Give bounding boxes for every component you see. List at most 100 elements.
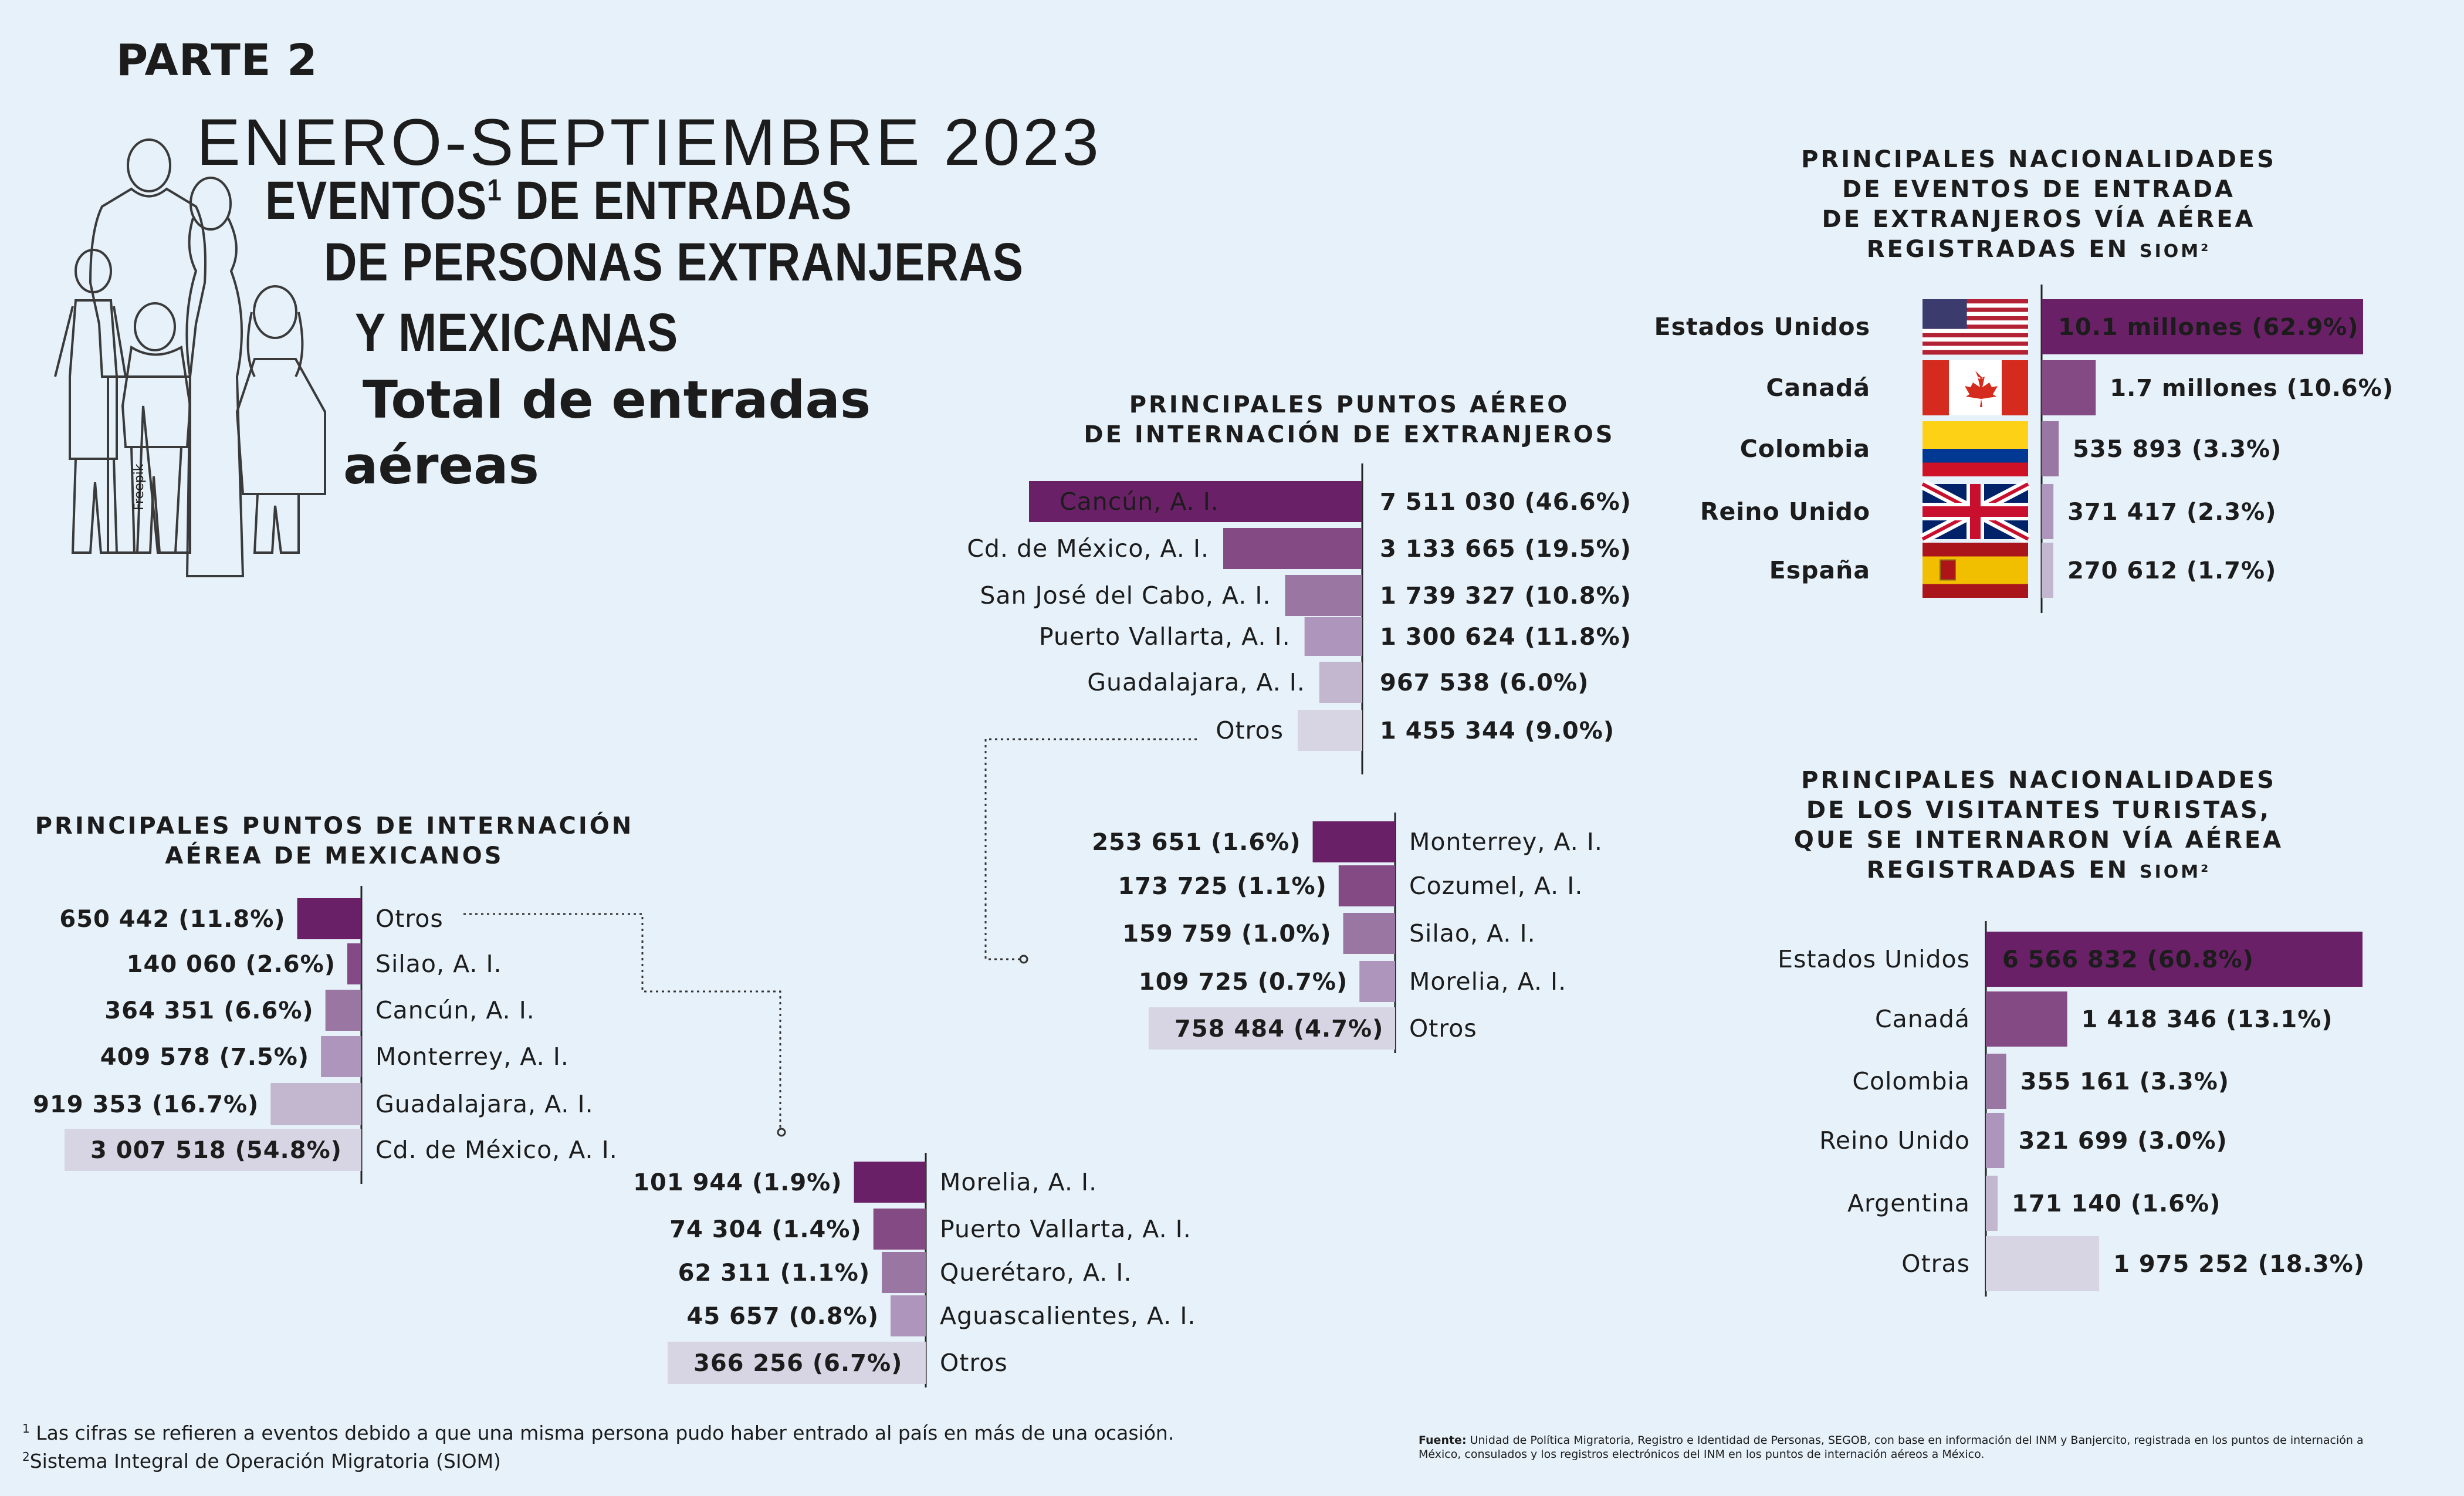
period-title: ENERO-SEPTIEMBRE 2023 bbox=[197, 106, 1102, 179]
nationalities-entries-category-label: Reino Unido bbox=[1700, 497, 1870, 526]
title-rest: DE ENTRADAS bbox=[502, 171, 852, 231]
main-title-line-2: DE PERSONAS EXTRANJERAS bbox=[324, 232, 1024, 292]
nationalities-tourists-title-line: REGISTRADAS EN SIOM² bbox=[1731, 855, 2347, 887]
boy-left-figure bbox=[54, 249, 127, 554]
nationalities-tourists-title-line: PRINCIPALES NACIONALIDADES bbox=[1801, 767, 2276, 794]
nationalities-entries-bar bbox=[2042, 360, 2096, 415]
nationalities-entries-value-label: 270 612 (1.7%) bbox=[2067, 557, 2276, 584]
foreign-airports-others-bar bbox=[1312, 821, 1395, 862]
footnote-2-text: Sistema Integral de Operación Migratoria… bbox=[29, 1450, 501, 1473]
mexican-airports-bar bbox=[321, 1036, 361, 1077]
foreign-others-connector bbox=[984, 738, 1197, 960]
maple-leaf-icon bbox=[1965, 371, 1998, 407]
nationalities-entries-title-line: REGISTRADAS EN SIOM² bbox=[1731, 235, 2347, 266]
spain-yellow bbox=[1923, 556, 2028, 584]
mexican-airports-others-bar bbox=[882, 1252, 926, 1293]
colombia-flag bbox=[1923, 421, 2028, 476]
main-title-line-1: EVENTOS1 DE ENTRADAS bbox=[265, 170, 852, 232]
nationalities-entries-value-label: 1.7 millones (10.6%) bbox=[2110, 375, 2394, 402]
nationalities-tourists-value-label: 6 566 832 (60.8%) bbox=[2002, 946, 2254, 973]
mexican-airports-bar bbox=[65, 1129, 361, 1171]
foreign-airports-bar bbox=[1285, 575, 1362, 616]
source-label: Fuente: bbox=[1419, 1434, 1467, 1447]
mexican-airports-others-category-label: Querétaro, A. I. bbox=[940, 1258, 1132, 1287]
foreign-airports-title: PRINCIPALES PUNTOS AÉREO DE INTERNACIÓN … bbox=[939, 390, 1760, 450]
foreign-airports-others-bar bbox=[1338, 865, 1395, 906]
title-footnote-mark: 1 bbox=[487, 173, 502, 208]
nationalities-entries-category-label: España bbox=[1769, 556, 1870, 584]
mexican-airports-others-value-label: 101 944 (1.9%) bbox=[633, 1169, 842, 1196]
nationalities-tourists-value-label: 171 140 (1.6%) bbox=[2012, 1190, 2221, 1217]
connector-end-dot bbox=[777, 1128, 786, 1137]
foreign-airports-value-label: 1 455 344 (9.0%) bbox=[1380, 717, 1615, 744]
colombia-red bbox=[1923, 462, 2028, 476]
nationalities-entries-value-label: 535 893 (3.3%) bbox=[2073, 436, 2282, 463]
usa-stripe bbox=[1923, 333, 2028, 338]
uk-cross-red bbox=[1923, 506, 2028, 517]
foreign-airports-others-category-label: Morelia, A. I. bbox=[1409, 967, 1566, 996]
nationalities-tourists-bar bbox=[1986, 1176, 1998, 1231]
usa-stripe bbox=[1923, 329, 2028, 334]
mexican-airports-others-bar bbox=[891, 1295, 926, 1336]
foreign-airports-value-label: 7 511 030 (46.6%) bbox=[1380, 489, 1632, 516]
mexican-airports-title-line: PRINCIPALES PUNTOS DE INTERNACIÓN bbox=[35, 813, 634, 840]
source-text: Unidad de Política Migratoria, Registro … bbox=[1419, 1434, 2364, 1461]
canada-band bbox=[2002, 360, 2028, 415]
nationalities-entries-value-label: 371 417 (2.3%) bbox=[2067, 499, 2276, 526]
foreign-airports-others-chart: Monterrey, A. I. 253 651 (1.6%) Cozumel, A… bbox=[1092, 813, 1602, 1053]
foreign-airports-value-label: 3 133 665 (19.5%) bbox=[1380, 536, 1632, 563]
footnotes: 1 Las cifras se refieren a eventos debid… bbox=[22, 1417, 1174, 1473]
usa-stripe bbox=[1923, 312, 2028, 317]
usa-flag bbox=[1923, 299, 2028, 355]
foreign-airports-value-label: 1 300 624 (11.8%) bbox=[1380, 624, 1632, 651]
nationalities-entries-title-line: DE EVENTOS DE ENTRADA bbox=[1842, 176, 2235, 203]
girl-right-figure bbox=[235, 285, 326, 554]
nationalities-tourists-category-label: Canadá bbox=[1875, 1005, 1970, 1033]
usa-stripe bbox=[1923, 307, 2028, 313]
nationalities-entries-title-line: PRINCIPALES NACIONALIDADES bbox=[1801, 146, 2276, 173]
mexican-airports-category-label: Cancún, A. I. bbox=[375, 996, 535, 1024]
footnote-1-mark: 1 bbox=[22, 1421, 30, 1436]
nationalities-tourists-value-label: 321 699 (3.0%) bbox=[2018, 1128, 2227, 1155]
mexican-airports-others-category-label: Otros bbox=[940, 1349, 1008, 1377]
foreign-airports-others-bar bbox=[1343, 913, 1395, 954]
foreign-airports-others-category-label: Otros bbox=[1409, 1014, 1477, 1043]
nationalities-entries-chart: Estados Unidos 10.1 millones (62.9%) Canad… bbox=[1654, 285, 2394, 613]
colombia-yellow bbox=[1923, 421, 2028, 449]
foreign-airports-category-label: San José del Cabo, A. I. bbox=[980, 581, 1271, 610]
nationalities-tourists-bar bbox=[1986, 1113, 2005, 1168]
usa-stripe bbox=[1923, 303, 2028, 308]
mexican-airports-others-value-label: 62 311 (1.1%) bbox=[678, 1260, 871, 1287]
title-word: EVENTOS bbox=[265, 171, 488, 231]
mexican-airports-value-label: 3 007 518 (54.8%) bbox=[90, 1137, 342, 1164]
usa-stripe bbox=[1923, 299, 2028, 304]
nationalities-tourists-chart: Estados Unidos 6 566 832 (60.8%) Canadá 1 4… bbox=[1778, 921, 2364, 1297]
foreign-airports-others-value-label: 758 484 (4.7%) bbox=[1175, 1016, 1383, 1043]
mexican-airports-chart: Otros 650 442 (11.8%) Silao, A. I. 140 060 … bbox=[33, 886, 617, 1184]
mexican-airports-value-label: 409 578 (7.5%) bbox=[100, 1044, 309, 1071]
footnote-1: 1 Las cifras se refieren a eventos debid… bbox=[22, 1417, 1174, 1445]
mexican-airports-title: PRINCIPALES PUNTOS DE INTERNACIÓN AÉREA … bbox=[12, 811, 657, 871]
mexican-airports-title-line: AÉREA DE MEXICANOS bbox=[165, 842, 504, 869]
usa-stripe bbox=[1923, 341, 2028, 347]
mexican-airports-value-label: 650 442 (11.8%) bbox=[59, 906, 285, 933]
usa-stripe bbox=[1923, 350, 2028, 355]
nationalities-entries-value-label: 10.1 millones (62.9%) bbox=[2058, 314, 2359, 341]
family-illustration bbox=[54, 138, 326, 577]
foreign-airports-others-bar bbox=[1149, 1007, 1395, 1050]
usa-stripe bbox=[1923, 337, 2028, 342]
siom-mark: SIOM² bbox=[2140, 862, 2211, 882]
foreign-airports-others-category-label: Cozumel, A. I. bbox=[1409, 872, 1583, 900]
mexican-airports-others-bar bbox=[854, 1162, 926, 1203]
mexican-airports-value-label: 364 351 (6.6%) bbox=[104, 997, 313, 1024]
mexican-airports-others-chart: Morelia, A. I. 101 944 (1.9%) Puerto Valla… bbox=[633, 1153, 1195, 1387]
foreign-airports-value-label: 967 538 (6.0%) bbox=[1380, 669, 1589, 696]
foreign-airports-bar bbox=[1304, 617, 1362, 656]
foreign-airports-others-bar bbox=[1359, 961, 1395, 1002]
nationalities-tourists-category-label: Estados Unidos bbox=[1778, 945, 1970, 973]
nationalities-entries-title: PRINCIPALES NACIONALIDADES DE EVENTOS DE… bbox=[1731, 145, 2347, 266]
foreign-airports-others-value-label: 173 725 (1.1%) bbox=[1118, 873, 1326, 900]
foreign-airports-category-label: Cd. de México, A. I. bbox=[967, 534, 1209, 563]
foreign-airports-chart: Cancún, A. I. 7 511 030 (46.6%) Cd. de Méx… bbox=[967, 463, 1632, 774]
